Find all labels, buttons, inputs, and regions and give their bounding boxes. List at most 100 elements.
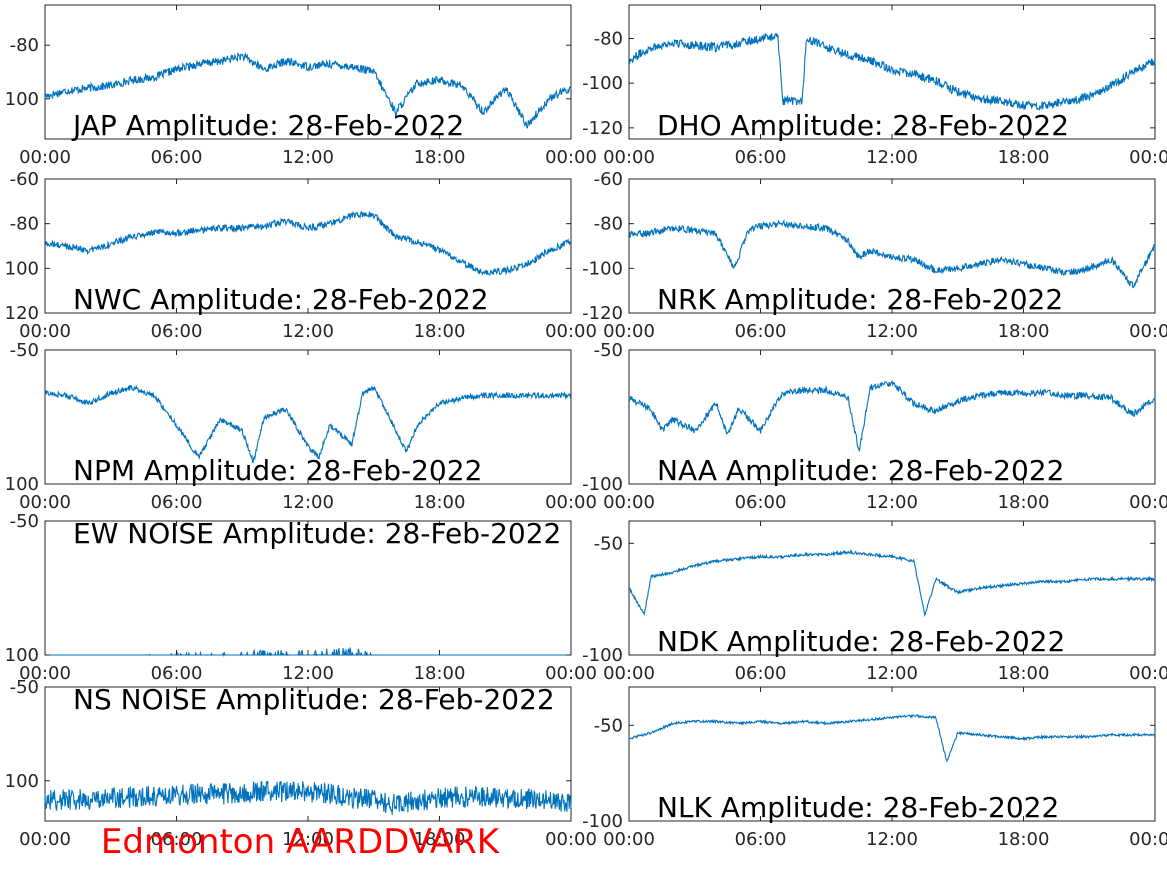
y-tick-label: -100: [582, 73, 623, 94]
x-tick-label: 12:00: [866, 829, 918, 850]
x-tick-label: 18:00: [414, 492, 466, 513]
chart-panel: 00:00 06:00 12:00 18:00 00:00 -50 100 EW NOISE …: [5, 511, 597, 684]
x-tick-label: 00:00: [603, 492, 655, 513]
y-tick-label: -120: [582, 118, 623, 139]
chart-panel: 00:00 06:00 12:00 18:00 00:00 -60 -80 -100 -120 N…: [582, 169, 1167, 342]
y-tick-label: 100: [5, 771, 39, 792]
y-tick-label: -50: [10, 511, 39, 532]
amplitude-trace: [628, 33, 1156, 111]
x-tick-label: 06:00: [151, 663, 203, 684]
x-tick-label: 06:00: [151, 829, 203, 850]
x-tick-label: 00:00: [1129, 492, 1167, 513]
y-tick-label: -50: [594, 340, 623, 361]
x-tick-label: 18:00: [998, 829, 1050, 850]
station-footer-title: Edmonton AARDDVARK: [101, 822, 501, 862]
x-tick-label: 18:00: [998, 147, 1050, 168]
plot-area: [628, 178, 1156, 314]
amplitude-trace: [628, 380, 1156, 452]
x-tick-label: 00:00: [603, 147, 655, 168]
chart-panel: 00:00 06:00 12:00 18:00 00:00 -80 100 JAP Ampli…: [5, 4, 597, 168]
y-tick-label: -100: [582, 645, 623, 666]
y-tick-label: -80: [594, 214, 623, 235]
amplitude-trace: [44, 384, 572, 464]
y-tick-label: 100: [5, 474, 39, 495]
chart-panel: 00:00 06:00 12:00 18:00 00:00 -80 -100 -120 DHO …: [582, 4, 1167, 168]
x-tick-label: 00:00: [603, 663, 655, 684]
x-tick-label: 12:00: [282, 663, 334, 684]
x-tick-label: 12:00: [866, 663, 918, 684]
amplitude-trace: [45, 210, 572, 277]
plot-area: [628, 686, 1156, 822]
plot-area: [628, 4, 1156, 140]
amplitude-trace: [44, 780, 572, 815]
x-tick-label: 12:00: [282, 492, 334, 513]
y-tick-label: -60: [594, 169, 623, 190]
panel-title: JAP Amplitude: 28-Feb-2022: [71, 109, 464, 142]
y-tick-label: -50: [10, 677, 39, 698]
y-tick-label: -60: [10, 169, 39, 190]
x-tick-label: 00:00: [19, 829, 71, 850]
y-tick-label: -80: [594, 29, 623, 50]
y-tick-label: -50: [594, 533, 623, 554]
plot-area: [44, 4, 572, 140]
x-tick-label: 18:00: [414, 829, 466, 850]
chart-panel: 00:00 06:00 12:00 18:00 00:00 -50 -100 NAA Ampl…: [582, 340, 1167, 513]
x-tick-label: 00:00: [545, 829, 597, 850]
y-tick-label: -80: [10, 35, 39, 56]
x-tick-label: 12:00: [866, 147, 918, 168]
x-tick-label: 18:00: [998, 492, 1050, 513]
x-tick-label: 00:00: [545, 147, 597, 168]
x-tick-label: 06:00: [151, 492, 203, 513]
chart-panel: 00:00 06:00 12:00 18:00 00:00 -50 -100 NLK Ampl…: [582, 686, 1167, 850]
y-tick-label: 100: [5, 645, 39, 666]
amplitude-trace: [628, 549, 1155, 618]
panel-title: NDK Amplitude: 28-Feb-2022: [657, 625, 1065, 658]
x-tick-label: 00:00: [603, 321, 655, 342]
y-tick-label: -100: [582, 811, 623, 832]
plot-area: [44, 349, 572, 485]
x-tick-label: 12:00: [282, 321, 334, 342]
x-tick-label: 06:00: [151, 321, 203, 342]
chart-panel: 00:00 06:00 12:00 18:00 00:00 -50 100 NS NOISE …: [5, 677, 597, 850]
x-tick-label: 00:00: [545, 663, 597, 684]
x-tick-label: 00:00: [1129, 321, 1167, 342]
chart-panel: 00:00 06:00 12:00 18:00 00:00 -50 -100 NDK Ampl…: [582, 520, 1167, 684]
x-tick-label: 06:00: [735, 829, 787, 850]
x-tick-label: 00:00: [1129, 663, 1167, 684]
y-tick-label: -50: [594, 715, 623, 736]
x-tick-label: 06:00: [735, 663, 787, 684]
x-tick-label: 00:00: [19, 663, 71, 684]
x-tick-label: 06:00: [151, 147, 203, 168]
x-tick-label: 18:00: [414, 321, 466, 342]
y-tick-label: -100: [582, 474, 623, 495]
amplitude-trace: [628, 218, 1156, 289]
y-tick-label: -120: [582, 303, 623, 324]
y-tick-label: 100: [5, 89, 39, 110]
x-tick-label: 12:00: [866, 492, 918, 513]
x-tick-label: 00:00: [545, 321, 597, 342]
chart-panel: 00:00 06:00 12:00 18:00 00:00 -50 100 NPM Ampli…: [5, 340, 597, 513]
panel-title: NRK Amplitude: 28-Feb-2022: [657, 283, 1063, 316]
panel-title: NPM Amplitude: 28-Feb-2022: [73, 454, 482, 487]
plot-area: [628, 349, 1156, 485]
y-tick-label: 120: [5, 303, 39, 324]
y-tick-label: 100: [5, 258, 39, 279]
x-tick-label: 18:00: [414, 147, 466, 168]
x-tick-label: 12:00: [282, 829, 334, 850]
x-tick-label: 18:00: [998, 321, 1050, 342]
chart-panel: 00:00 06:00 12:00 18:00 00:00 -60 -80 100 120 NWC…: [5, 169, 597, 342]
x-tick-label: 00:00: [1129, 147, 1167, 168]
x-tick-label: 06:00: [735, 492, 787, 513]
x-tick-label: 12:00: [866, 321, 918, 342]
x-tick-label: 18:00: [414, 663, 466, 684]
amplitude-trace: [628, 714, 1156, 763]
x-tick-label: 06:00: [735, 321, 787, 342]
x-tick-label: 18:00: [998, 663, 1050, 684]
x-tick-label: 00:00: [545, 492, 597, 513]
x-tick-label: 00:00: [19, 321, 71, 342]
x-tick-label: 00:00: [1129, 829, 1167, 850]
plot-area: [44, 520, 572, 656]
panel-title: NWC Amplitude: 28-Feb-2022: [73, 283, 489, 316]
x-tick-label: 00:00: [603, 829, 655, 850]
